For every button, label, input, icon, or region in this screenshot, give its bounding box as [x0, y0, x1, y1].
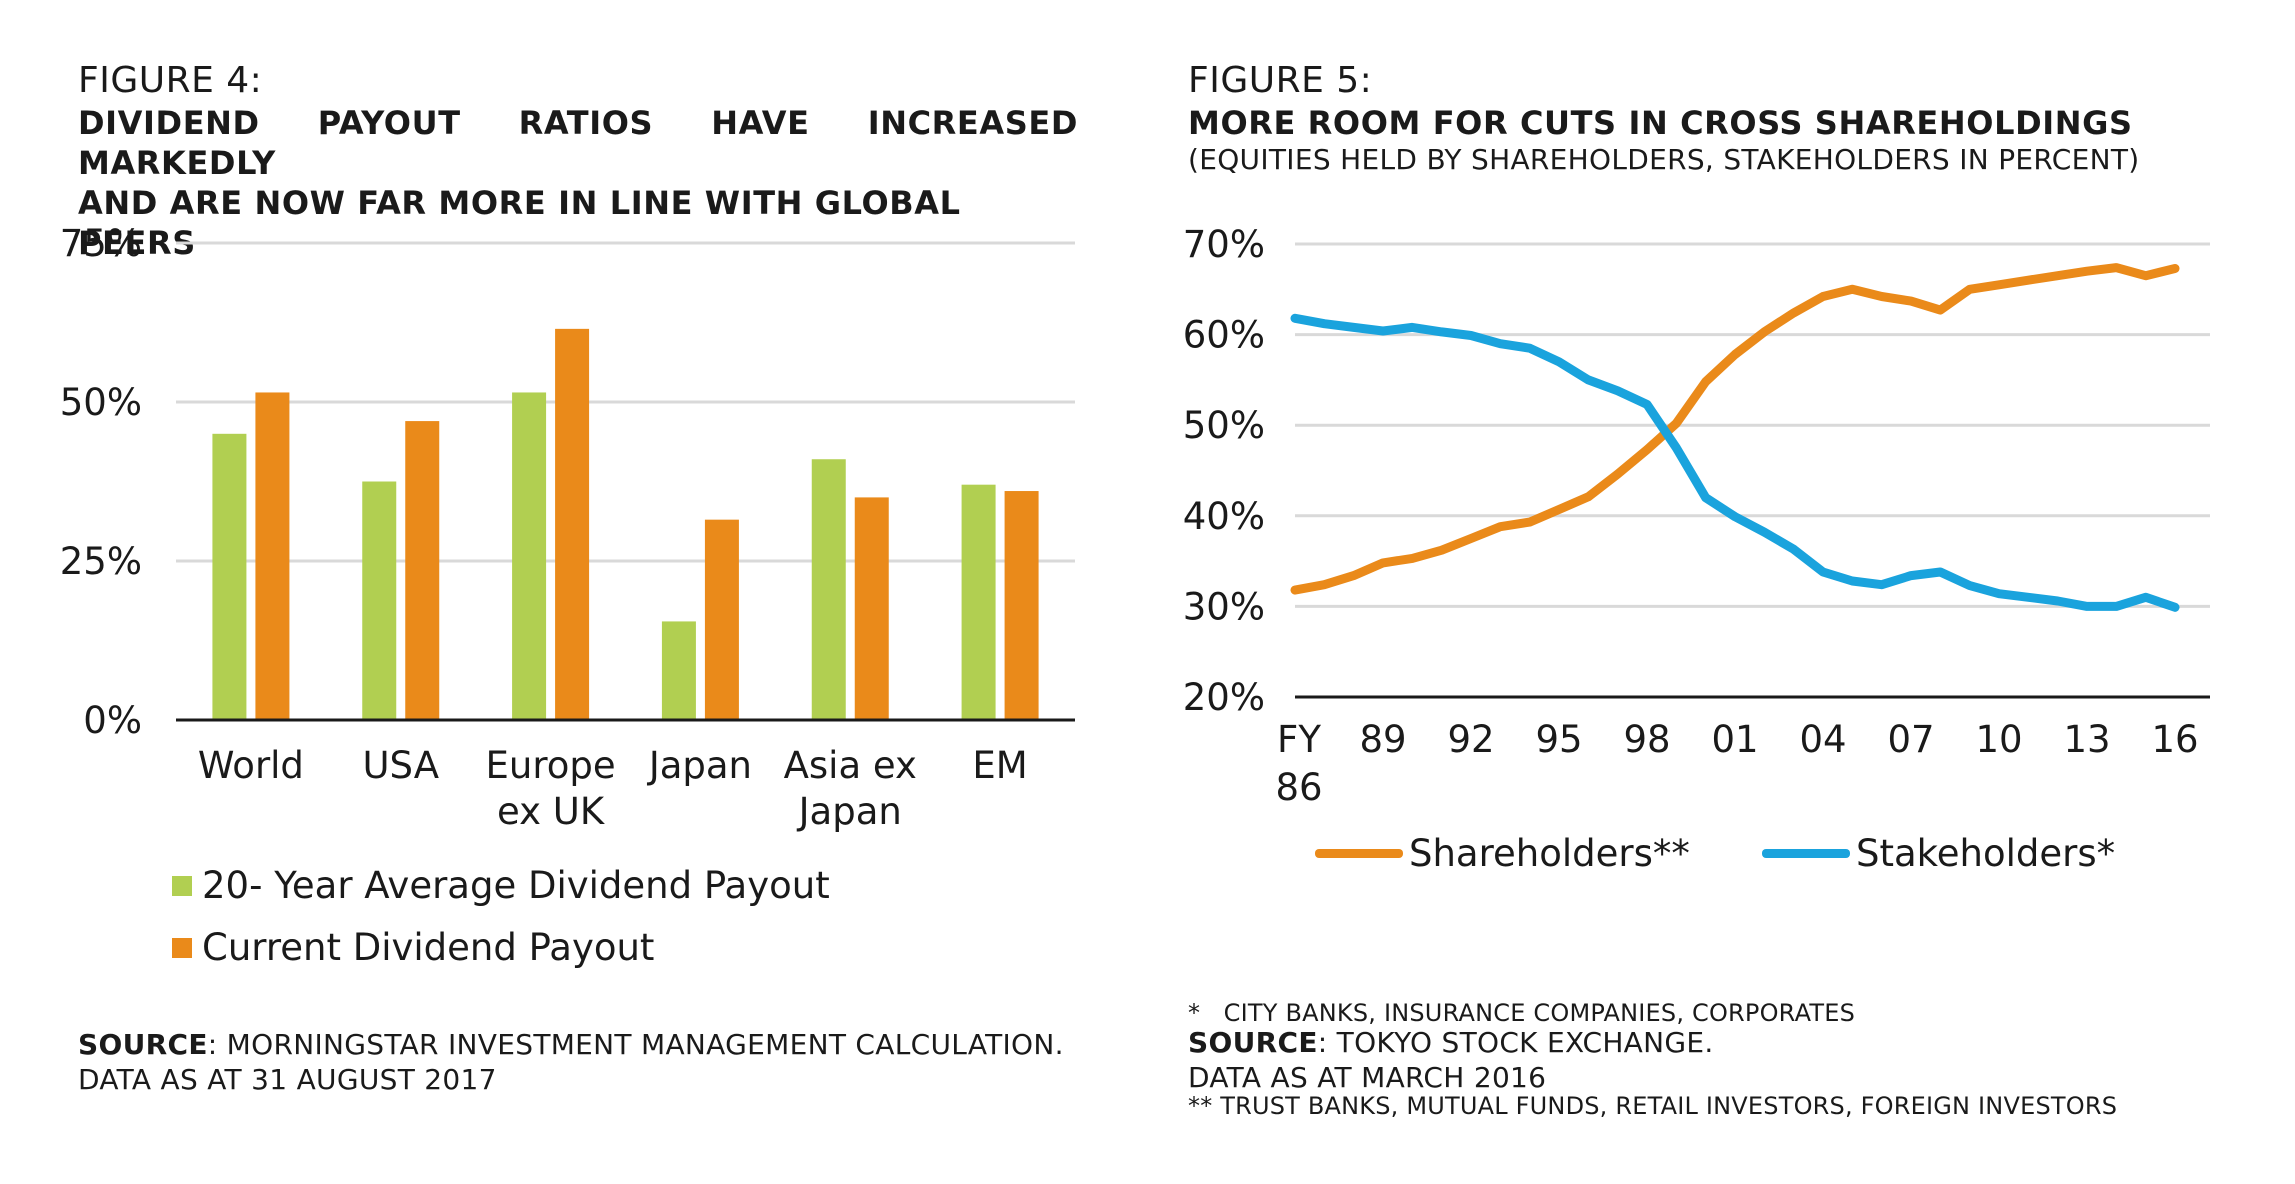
y-tick-label: 75% [60, 222, 142, 265]
x-category-label: ex UK [497, 790, 606, 833]
bar [405, 421, 440, 720]
x-category-label: Japan [797, 790, 902, 833]
stakeholders-line [1290, 313, 2180, 612]
figure-5-subtitle: (EQUITIES HELD BY SHAREHOLDERS, STAKEHOL… [1188, 143, 2140, 176]
x-category-label: EM [972, 744, 1027, 787]
x-tick-label: 92 [1447, 718, 1494, 761]
x-category-label: USA [362, 744, 439, 787]
bar [212, 433, 247, 720]
shareholders-line [1290, 263, 2180, 595]
bar [362, 481, 397, 720]
x-tick-label: 89 [1359, 718, 1406, 761]
x-tick-label: 04 [1799, 718, 1846, 761]
x-tick-label: 01 [1711, 718, 1758, 761]
figure-5-panel: FIGURE 5: MORE ROOM FOR CUTS IN CROSS SH… [1130, 0, 2295, 1120]
x-tick-label: FY [1277, 718, 1321, 761]
legend-label-shareholders: Shareholders** [1409, 832, 1690, 875]
x-category-label: Japan [647, 744, 752, 787]
bar [961, 484, 996, 720]
source-label: SOURCE [1188, 1026, 1318, 1059]
legend-item-stakeholders: Stakeholders* [1762, 832, 2115, 875]
bar [555, 328, 590, 720]
x-tick-label: 98 [1623, 718, 1670, 761]
y-tick-label: 50% [1183, 404, 1265, 447]
legend-item-shareholders: Shareholders** [1315, 832, 1690, 875]
legend-line-blue [1762, 849, 1850, 858]
line-chart: 20% 30% 40% 50% 60% 70% FY 86 89 92 95 98 01 04 07 10 13… [1183, 223, 2210, 809]
x-category-label: Europe [486, 744, 616, 787]
legend-item-average: 20- Year Average Dividend Payout [172, 864, 830, 907]
figure-5-source: SOURCE: TOKYO STOCK EXCHANGE. DATA AS AT… [1188, 1025, 1714, 1095]
legend-item-current: Current Dividend Payout [172, 926, 654, 969]
bar [1004, 491, 1039, 720]
source-date: DATA AS AT 31 AUGUST 2017 [78, 1063, 497, 1096]
x-category-label: World [198, 744, 304, 787]
y-tick-label: 60% [1183, 314, 1265, 357]
source-date: DATA AS AT MARCH 2016 [1188, 1061, 1547, 1094]
figure-4-title-line-1: DIVIDEND PAYOUT RATIOS HAVE INCREASED MA… [78, 104, 1078, 182]
y-tick-label: 50% [60, 381, 142, 424]
x-tick-label: 16 [2151, 718, 2198, 761]
source-text: : MORNINGSTAR INVESTMENT MANAGEMENT CALC… [207, 1028, 1064, 1061]
legend-swatch-green [172, 875, 192, 896]
bar [512, 392, 547, 720]
figure-4-title-line-2: AND ARE NOW FAR MORE IN LINE WITH GLOBAL… [78, 184, 961, 262]
figure-4-title: DIVIDEND PAYOUT RATIOS HAVE INCREASED MA… [78, 103, 1078, 263]
bar [255, 392, 290, 720]
legend-line-orange [1315, 849, 1403, 858]
figure-4-label: FIGURE 4: [78, 60, 263, 101]
source-label: SOURCE [78, 1028, 208, 1061]
y-tick-label: 0% [83, 699, 142, 742]
x-tick-label: 07 [1887, 718, 1934, 761]
legend-label-current: Current Dividend Payout [202, 926, 655, 969]
x-tick-label: 86 [1275, 766, 1322, 809]
y-tick-label: 40% [1183, 495, 1265, 538]
source-text: : TOKYO STOCK EXCHANGE. [1317, 1026, 1714, 1059]
bar [704, 519, 739, 720]
legend-label-stakeholders: Stakeholders* [1856, 832, 2116, 875]
y-tick-label: 30% [1183, 585, 1265, 628]
bar [661, 621, 696, 720]
footnote-2: ** TRUST BANKS, MUTUAL FUNDS, RETAIL INV… [1188, 1092, 2118, 1120]
x-category-label: Asia ex [784, 744, 917, 787]
figure-4-panel: FIGURE 4: DIVIDEND PAYOUT RATIOS HAVE IN… [0, 0, 1130, 1110]
y-tick-label: 25% [60, 540, 142, 583]
figure-5-label: FIGURE 5: [1188, 60, 1373, 101]
x-tick-label: 13 [2063, 718, 2110, 761]
y-tick-label: 70% [1183, 223, 1265, 266]
y-tick-label: 20% [1183, 676, 1265, 719]
figure-4-source: SOURCE: MORNINGSTAR INVESTMENT MANAGEMEN… [78, 1027, 1064, 1097]
figure-5-title: MORE ROOM FOR CUTS IN CROSS SHAREHOLDING… [1188, 104, 2133, 142]
legend-label-average: 20- Year Average Dividend Payout [202, 864, 830, 907]
bar [811, 459, 846, 720]
x-tick-label: 95 [1535, 718, 1582, 761]
x-tick-label: 10 [1975, 718, 2022, 761]
legend-swatch-orange [172, 937, 192, 958]
footnote-1: * CITY BANKS, INSURANCE COMPANIES, CORPO… [1188, 999, 1855, 1027]
bar [854, 497, 889, 720]
